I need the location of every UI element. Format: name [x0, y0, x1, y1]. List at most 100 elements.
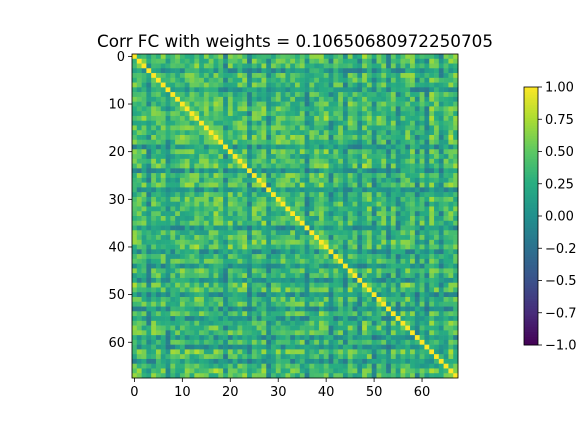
heatmap-cell	[256, 77, 262, 83]
heatmap-cell	[175, 82, 181, 88]
heatmap-cell	[232, 158, 238, 164]
heatmap-cell	[333, 182, 339, 188]
heatmap-cell	[266, 320, 272, 326]
heatmap-cell	[132, 154, 138, 160]
heatmap-cell	[362, 258, 368, 264]
heatmap-cell	[390, 173, 396, 179]
heatmap-cell	[179, 120, 186, 126]
heatmap-cell	[405, 235, 411, 241]
heatmap-cell	[251, 144, 257, 150]
heatmap-cell	[357, 320, 363, 326]
heatmap-cell	[175, 249, 181, 255]
heatmap-cell	[323, 287, 329, 293]
heatmap-cell	[266, 177, 272, 183]
colorbar-band	[524, 146, 538, 150]
heatmap-cell	[184, 235, 190, 241]
heatmap-cell	[266, 220, 272, 226]
heatmap-cell	[424, 158, 430, 164]
heatmap-cell	[271, 363, 277, 369]
heatmap-cell	[304, 354, 310, 360]
heatmap-cell	[203, 306, 209, 312]
heatmap-cell	[405, 192, 411, 198]
heatmap-cell	[453, 73, 459, 79]
heatmap-cell	[390, 225, 396, 231]
heatmap-cell	[352, 358, 358, 364]
heatmap-cell	[328, 373, 334, 379]
heatmap-cell	[419, 301, 425, 307]
heatmap-cell	[242, 149, 248, 155]
heatmap-cell	[199, 182, 205, 188]
heatmap-cell	[438, 235, 444, 241]
heatmap-cell	[362, 349, 368, 355]
heatmap-cell	[371, 135, 377, 141]
heatmap-cell	[419, 320, 425, 326]
heatmap-cell	[146, 144, 152, 150]
heatmap-cell	[352, 230, 358, 236]
heatmap-cell	[395, 182, 401, 188]
heatmap-cell	[362, 354, 368, 360]
heatmap-cell	[251, 368, 257, 374]
heatmap-cell	[352, 316, 358, 322]
heatmap-cell	[199, 287, 205, 293]
heatmap-cell	[357, 135, 363, 141]
heatmap-cell	[146, 235, 152, 241]
heatmap-cell	[400, 320, 406, 326]
heatmap-cell	[237, 239, 243, 245]
heatmap-cell	[410, 163, 416, 169]
heatmap-cell	[443, 192, 449, 198]
heatmap-cell	[429, 225, 435, 231]
colorbar-band	[524, 192, 538, 196]
heatmap-cell	[453, 54, 459, 60]
heatmap-cell	[170, 268, 176, 274]
heatmap-cell	[381, 235, 387, 241]
heatmap-cell	[146, 173, 152, 179]
colorbar-band	[524, 197, 538, 201]
heatmap-cell	[146, 339, 152, 345]
heatmap-cell	[237, 182, 243, 188]
heatmap-cell	[256, 216, 262, 222]
heatmap-cell	[323, 368, 329, 374]
heatmap-cell	[251, 168, 257, 174]
heatmap-cell	[443, 149, 449, 155]
heatmap-cell	[155, 216, 162, 222]
heatmap-cell	[352, 344, 358, 350]
heatmap-cell	[271, 92, 277, 98]
heatmap-cell	[275, 292, 281, 298]
heatmap-cell	[386, 344, 392, 350]
heatmap-cell	[136, 316, 142, 322]
heatmap-cell	[213, 192, 219, 198]
heatmap-cell	[414, 249, 420, 255]
heatmap-cell	[405, 277, 411, 283]
heatmap-cell	[160, 277, 166, 283]
heatmap-cell	[318, 163, 325, 169]
heatmap-cell	[448, 358, 454, 364]
heatmap-cell	[242, 349, 248, 355]
heatmap-cell	[390, 239, 396, 245]
heatmap-cell	[453, 135, 459, 141]
heatmap-cell	[371, 349, 377, 355]
heatmap-cell	[132, 292, 138, 298]
heatmap-cell	[261, 206, 267, 212]
heatmap-cell	[299, 235, 305, 241]
heatmap-cell	[136, 282, 142, 288]
heatmap-cell	[247, 287, 253, 293]
heatmap-cell	[453, 282, 459, 288]
heatmap-cell	[333, 73, 339, 79]
heatmap-cell	[194, 263, 200, 269]
heatmap-cell	[304, 225, 310, 231]
heatmap-cell	[189, 330, 195, 336]
heatmap-cell	[280, 68, 286, 74]
heatmap-cell	[386, 130, 392, 136]
heatmap-cell	[338, 106, 344, 112]
heatmap-cell	[309, 273, 315, 279]
heatmap-cell	[328, 158, 334, 164]
heatmap-cell	[376, 368, 382, 374]
heatmap-cell	[448, 325, 454, 331]
heatmap-cell	[443, 206, 449, 212]
heatmap-cell	[438, 115, 444, 121]
heatmap-cell	[448, 225, 454, 231]
heatmap-cell	[237, 58, 243, 64]
heatmap-cell	[448, 139, 454, 145]
heatmap-cell	[347, 130, 353, 136]
heatmap-cell	[453, 311, 459, 317]
